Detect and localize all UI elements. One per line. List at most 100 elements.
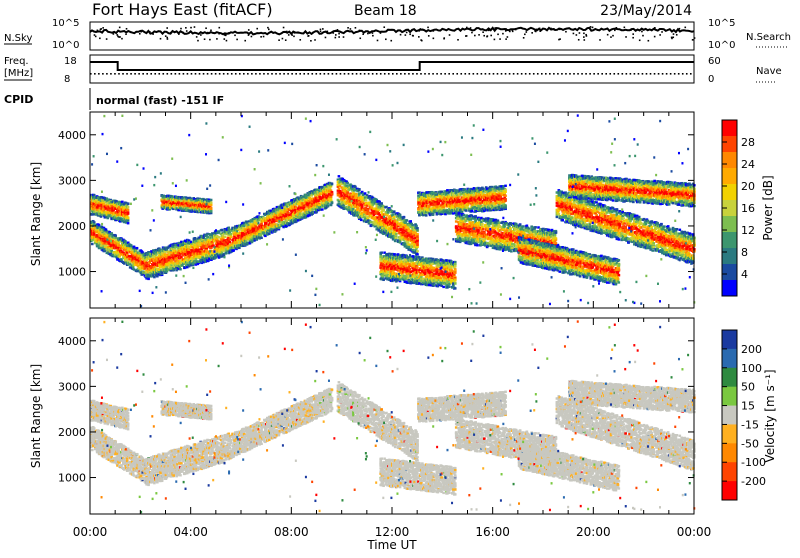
nsearch-point [204,38,206,40]
nave-point [183,73,185,75]
nsearch-point [320,31,322,33]
nave-point [263,73,265,75]
nsearch-point [632,37,634,39]
power-cell [147,278,150,280]
nave-point [315,73,317,75]
nsearch-point [470,27,472,29]
nsearch-point [343,36,345,38]
nsearch-point [507,36,509,38]
nave-point [501,73,503,75]
nsearch-point [226,40,228,42]
power-cell [172,268,175,270]
nsearch-point [210,29,212,31]
nsearch-point [182,32,184,34]
nsearch-point [421,40,423,42]
nave-point [303,73,305,75]
nave-trace [90,73,692,75]
nave-point [642,73,644,75]
nsearch-point [632,33,634,35]
nsearch-point [565,31,567,33]
nave-point [98,73,100,75]
nave-point [243,73,245,75]
nave-point [291,73,293,75]
nave-point [130,73,132,75]
nsearch-point [228,32,230,34]
nsearch-point [248,34,250,36]
nsearch-point [251,36,253,38]
nave-point [634,73,636,75]
nave-tick-low: 0 [708,74,714,85]
nave-point [195,73,197,75]
power-cell [133,246,136,248]
power-cell [331,182,334,184]
nave-point [122,73,124,75]
nave-point [493,73,495,75]
nsearch-point [494,27,496,29]
nsearch-point [684,27,686,29]
nave-point [396,73,398,75]
nsearch-point [335,34,337,36]
power-cell [161,272,164,274]
nsearch-point [119,27,121,29]
freq-unit-label: [MHz] [4,68,33,79]
nsearch-point [559,29,561,31]
nsearch-point [390,40,392,42]
nsearch-point [566,28,568,30]
nsearch-point [572,29,574,31]
nsearch-point [178,33,180,35]
nave-point [392,73,394,75]
nsearch-tick-low: 10^0 [708,40,735,51]
nsearch-point [190,27,192,29]
nsearch-point [197,40,199,42]
power-cell [136,247,139,249]
nsearch-point [106,38,108,40]
nave-point [247,73,249,75]
nsearch-point [170,32,172,34]
nsearch-point [218,27,220,29]
nave-point [654,73,656,75]
power-scatter [90,114,696,307]
nave-point [324,73,326,75]
nsearch-point [207,32,209,34]
nave-point [529,73,531,75]
nave-point [239,73,241,75]
nave-point [344,73,346,75]
nsearch-point [121,38,123,40]
nsearch-point [248,29,250,31]
nsearch-point [488,30,490,32]
nsearch-point [223,38,225,40]
power-cell [127,209,130,211]
nave-point [311,73,313,75]
nave-point [464,73,466,75]
nsearch-point [558,39,560,41]
power-cell [327,205,330,207]
power-cell [224,236,227,238]
nsearch-point [286,31,288,33]
nave-point [420,73,422,75]
nave-point [251,73,253,75]
nsearch-point [97,30,99,32]
power-cell [229,233,232,235]
nsearch-point [573,33,575,35]
nsearch-point [350,28,352,30]
nave-point [287,73,289,75]
nsearch-point [418,36,420,38]
nave-point [215,73,217,75]
nave-point [541,73,543,75]
power-cell [127,203,130,205]
nave-point [424,73,426,75]
nave-point [158,73,160,75]
nsearch-point [200,34,202,36]
nsearch-point [654,36,656,38]
power-cell [114,235,117,237]
power-cell [194,237,197,239]
nsearch-point [325,37,327,39]
nsearch-point [95,36,97,38]
power-cell [180,256,183,258]
power-cell [127,222,130,224]
nsearch-point [478,34,480,36]
nave-point [360,73,362,75]
nave-point [505,73,507,75]
nave-point [179,73,181,75]
nsearch-point [149,31,151,33]
